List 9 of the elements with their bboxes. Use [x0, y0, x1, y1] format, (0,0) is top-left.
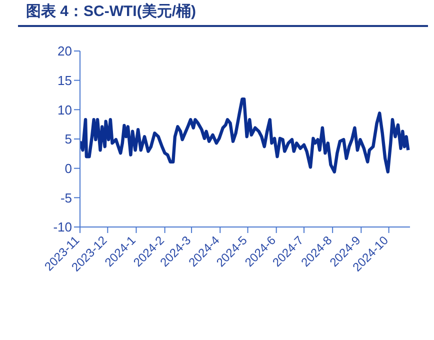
y-tick-label: 0 — [64, 160, 72, 176]
y-tick-label: -5 — [60, 190, 72, 206]
chart-title: 图表 4：SC-WTI(美元/桶) — [26, 2, 197, 21]
y-tick-label: -10 — [53, 220, 72, 235]
y-tick-label: 20 — [58, 44, 72, 59]
y-tick-label: 15 — [58, 72, 72, 88]
line-series — [80, 98, 410, 174]
y-tick-label: 10 — [58, 102, 72, 118]
y-tick-label: 5 — [64, 132, 72, 147]
